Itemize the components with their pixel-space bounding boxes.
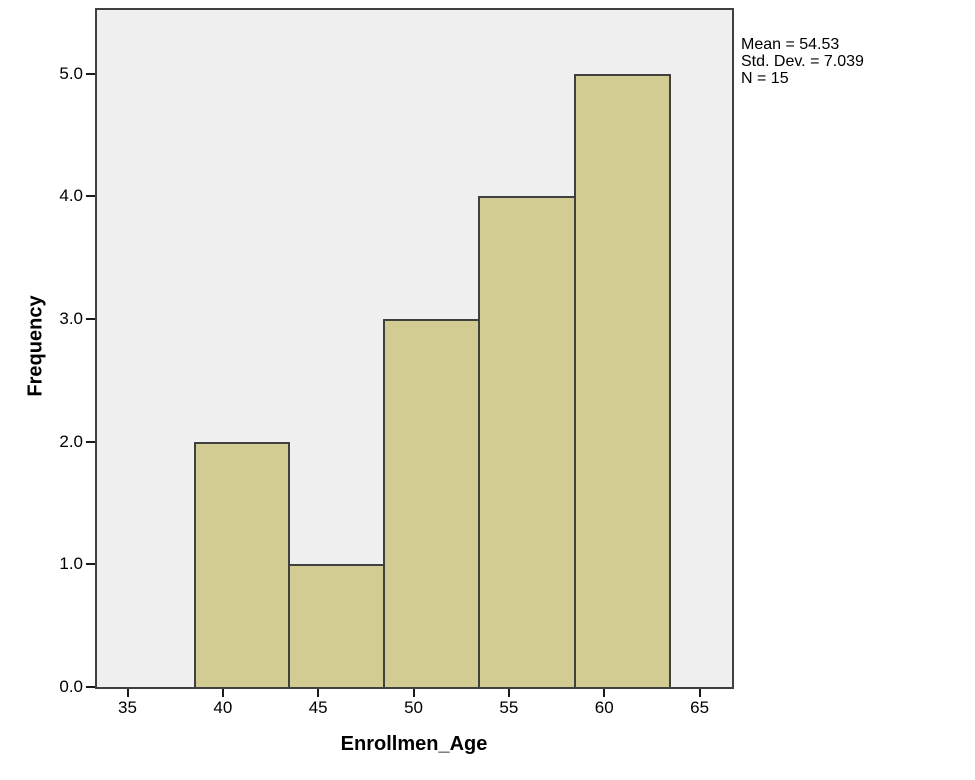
- histogram-bar: [287, 564, 385, 687]
- stat-mean: Mean = 54.53: [741, 36, 840, 53]
- y-tick-mark: [86, 440, 95, 443]
- histogram-bar: [478, 196, 576, 687]
- x-tick-label: 45: [308, 698, 328, 717]
- y-axis-title: Frequency: [24, 295, 47, 397]
- y-tick-label: 3.0: [59, 309, 83, 329]
- y-axis: 0.0 1.0 2.0 3.0 4.0 5.0: [0, 10, 95, 696]
- y-tick-label: 2.0: [59, 431, 83, 451]
- x-tick-label: 60: [594, 698, 614, 717]
- x-tick-label: 35: [118, 698, 137, 717]
- x-tick-mark: [507, 689, 510, 697]
- stats-annotation: Mean = 54.53 Std. Dev. = 7.039 N = 15: [741, 36, 864, 87]
- y-tick-mark: [86, 563, 95, 566]
- y-tick-label: 1.0: [59, 554, 83, 574]
- y-tick-mark: [86, 195, 95, 198]
- x-tick-mark: [317, 689, 320, 697]
- x-tick-mark: [126, 689, 129, 697]
- y-tick-label: 4.0: [59, 186, 83, 206]
- x-tick-mark: [412, 689, 415, 697]
- x-tick-label: 50: [404, 698, 423, 717]
- x-tick-mark: [221, 689, 224, 697]
- stat-n: N = 15: [741, 70, 789, 87]
- plot-area: [95, 8, 734, 689]
- histogram-bar: [382, 319, 481, 687]
- histogram-bar: [573, 73, 671, 687]
- stat-std-dev: Std. Dev. = 7.039: [741, 53, 864, 70]
- y-tick-label: 0.0: [59, 677, 83, 696]
- x-tick-label: 65: [690, 698, 710, 717]
- histogram-bar: [194, 441, 290, 687]
- x-axis: 35 40 45 50 55 60 65: [97, 689, 732, 723]
- x-tick-mark: [603, 689, 606, 697]
- y-tick-mark: [86, 72, 95, 75]
- x-tick-label: 40: [213, 698, 233, 717]
- x-axis-title: Enrollmen_Age: [340, 733, 488, 755]
- y-tick-mark: [86, 318, 95, 321]
- y-tick-label: 5.0: [59, 63, 83, 83]
- x-tick-label: 55: [499, 698, 519, 717]
- x-tick-mark: [698, 689, 701, 697]
- y-tick-mark: [86, 686, 95, 688]
